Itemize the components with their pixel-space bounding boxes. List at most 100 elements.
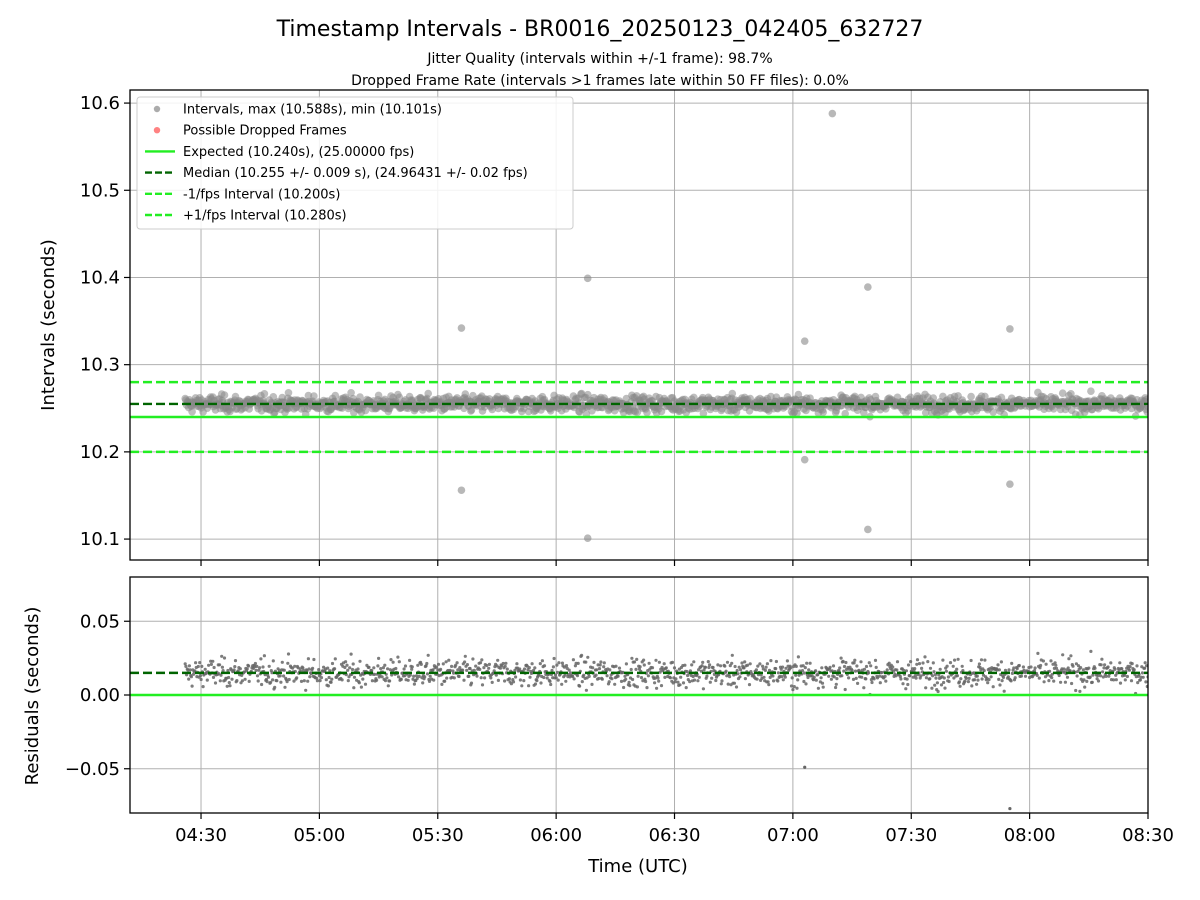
residual-point (1023, 674, 1028, 678)
residual-point (946, 675, 951, 679)
interval-outlier-point (583, 274, 592, 283)
residual-point (530, 662, 534, 666)
residual-point (402, 667, 406, 671)
interval-outlier-point (457, 324, 466, 332)
residual-point (600, 677, 604, 681)
residual-point (1019, 674, 1024, 678)
residual-point (503, 664, 507, 668)
residual-point (797, 673, 801, 677)
residual-point (976, 678, 980, 682)
residual-point (198, 674, 202, 678)
interval-point (220, 391, 229, 399)
residual-point (1075, 674, 1079, 678)
residual-point (869, 664, 873, 668)
residual-point (425, 661, 429, 666)
residual-point (535, 679, 539, 683)
residual-point (504, 661, 508, 665)
residual-point (445, 676, 449, 680)
interval-point (690, 393, 698, 402)
residual-point (587, 674, 591, 679)
residual-point (580, 653, 584, 658)
residual-point (1079, 666, 1083, 670)
residual-point (187, 664, 191, 668)
residual-point (963, 679, 967, 683)
top-y-tick-label: 10.2 (80, 442, 120, 463)
residual-point (864, 677, 868, 681)
residual-point (835, 677, 839, 681)
residual-point (259, 657, 263, 661)
residual-point (372, 666, 376, 670)
residual-point (814, 669, 818, 673)
interval-point (304, 391, 313, 400)
residual-point (434, 665, 438, 669)
residual-point (959, 677, 963, 681)
residual-point (201, 685, 205, 689)
residual-point (1127, 668, 1131, 672)
residual-point (1102, 666, 1106, 670)
legend-marker (153, 127, 161, 134)
residual-point (623, 674, 627, 678)
interval-point (424, 389, 433, 398)
residual-point (599, 660, 603, 664)
interval-point (643, 408, 651, 417)
residual-point (821, 685, 825, 689)
residual-point (548, 679, 552, 684)
residual-point (537, 673, 541, 677)
residual-point (655, 686, 659, 690)
residual-point (1099, 663, 1103, 667)
residual-point (743, 660, 747, 664)
residual-point (247, 679, 251, 684)
residual-point (733, 664, 737, 669)
residual-point (194, 661, 198, 665)
residual-point (1012, 666, 1016, 670)
residual-point (227, 675, 231, 680)
residual-point (564, 664, 569, 668)
residual-point (257, 668, 261, 672)
residual-point (193, 669, 197, 673)
residual-point (904, 687, 908, 691)
bottom-y-axis-label: Residuals (seconds) (22, 607, 43, 786)
residual-point (471, 657, 475, 661)
residual-point (645, 686, 649, 690)
residual-point (838, 666, 842, 670)
residual-point (1098, 674, 1103, 678)
residual-point (627, 680, 631, 685)
residual-point (860, 675, 864, 679)
residual-point (724, 669, 728, 673)
residual-point (1081, 668, 1085, 672)
residual-point (774, 667, 778, 671)
residual-point (533, 682, 538, 686)
residual-point (1123, 673, 1127, 678)
residual-point (1010, 671, 1015, 676)
residual-point (819, 676, 823, 680)
residual-point (926, 660, 930, 664)
residual-point (723, 664, 727, 668)
interval-point (967, 392, 975, 401)
residual-point (831, 664, 836, 668)
residual-point (255, 674, 260, 678)
residual-point (657, 679, 661, 683)
residual-point (367, 665, 371, 669)
residual-point (674, 677, 678, 681)
residual-point (283, 685, 287, 689)
residual-point (254, 668, 258, 673)
residual-point (463, 654, 467, 658)
residual-point (915, 662, 919, 666)
residual-point (678, 683, 682, 687)
residual-point (235, 679, 239, 683)
residual-point (688, 680, 692, 684)
residual-point (987, 678, 991, 682)
residual-point (299, 679, 304, 684)
residual-point (1036, 651, 1040, 656)
bottom-x-tick-label: 08:00 (1004, 825, 1056, 846)
residual-point (432, 678, 436, 682)
residual-point (657, 660, 662, 664)
residual-point (1063, 680, 1067, 684)
residual-point (554, 676, 558, 680)
residual-point (424, 664, 428, 668)
residual-point (920, 666, 924, 671)
residual-point (906, 663, 911, 667)
interval-point (347, 389, 355, 397)
residual-point (414, 674, 419, 678)
residual-point (1113, 667, 1117, 671)
